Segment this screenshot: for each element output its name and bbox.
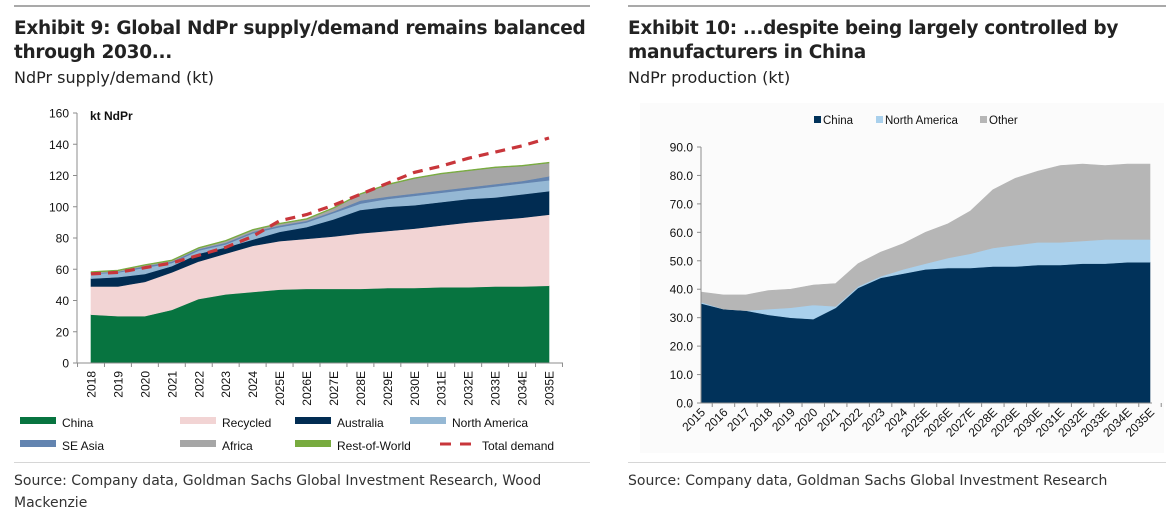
legend-label: North America (452, 416, 528, 430)
y-tick-label: 0 (62, 357, 69, 371)
legend-label: China (62, 416, 94, 430)
y-tick-label: 80.0 (670, 169, 694, 183)
exhibit-9-subtitle: NdPr supply/demand (kt) (14, 68, 215, 87)
legend-swatch-rest-of-world (295, 440, 331, 447)
line-total-demand (90, 136, 550, 276)
y-tick-label: 100 (49, 200, 69, 214)
legend-swatch-north-america (410, 417, 446, 424)
legend-label: Recycled (222, 416, 271, 430)
y-tick-label: 0.0 (676, 397, 693, 411)
bottom-divider (628, 462, 1166, 463)
x-tick-label: 2027E (327, 371, 341, 406)
legend-label: Rest-of-World (337, 439, 411, 453)
exhibit-9-title-line-2: through 2030... (14, 42, 172, 63)
y-tick-label: 40.0 (670, 283, 694, 297)
x-tick-label: 2032E (462, 371, 476, 406)
y-tick-label: 30.0 (670, 311, 694, 325)
legend-item-north-america: North America (410, 416, 528, 430)
legend-item-australia: Australia (295, 416, 384, 430)
x-tick-label: 2020 (138, 371, 152, 398)
legend-swatch-recycled (180, 417, 216, 424)
y-tick-label: 70.0 (670, 197, 694, 211)
y-tick-label: 90.0 (670, 141, 694, 155)
exhibit-9-source: Source: Company data, Goldman Sachs Glob… (14, 473, 542, 511)
exhibit-10-source: Source: Company data, Goldman Sachs Glob… (628, 473, 1108, 489)
y-tick-label: 50.0 (670, 254, 694, 268)
x-tick-label: 2028E (354, 371, 368, 406)
legend-item-china: China (814, 115, 854, 127)
x-tick-label: 2026E (300, 371, 314, 406)
x-tick-label: 2031E (435, 371, 449, 406)
top-divider (628, 5, 1166, 7)
exhibit-10-chart: 0.010.020.030.040.050.060.070.080.090.02… (640, 103, 1164, 453)
legend-swatch-other (980, 116, 987, 123)
exhibit-10-title-line-1: Exhibit 10: ...despite being largely con… (628, 18, 1119, 39)
x-tick-label: 2023 (219, 371, 233, 398)
top-divider (14, 5, 590, 7)
bottom-divider (14, 462, 590, 463)
legend-item-china: China (20, 416, 94, 430)
legend-label: North America (885, 115, 958, 127)
legend-item-other: Other (980, 115, 1018, 127)
y-tick-label: 40 (56, 294, 70, 308)
exhibit-10-title-line-2: manufacturers in China (628, 42, 866, 63)
legend-label: SE Asia (62, 439, 104, 453)
legend-label: Australia (337, 416, 384, 430)
exhibit-9-title: Exhibit 9: Global NdPr supply/demand rem… (14, 17, 586, 65)
y-tick-label: 20.0 (670, 340, 694, 354)
x-tick-label: 2021 (165, 371, 179, 398)
legend-item-rest-of-world: Rest-of-World (295, 439, 411, 453)
legend-swatch-north-america (876, 116, 883, 123)
exhibit-10-title: Exhibit 10: ...despite being largely con… (628, 17, 1118, 65)
x-tick-label: 2033E (489, 371, 503, 406)
legend-swatch-china (814, 116, 821, 123)
y-tick-label: 160 (49, 107, 69, 121)
x-tick-label: 2034E (516, 371, 530, 406)
x-tick-label: 2019 (111, 371, 125, 398)
legend-swatch-se-asia (20, 440, 56, 447)
x-tick-label: 2018 (85, 371, 99, 398)
legend-item-recycled: Recycled (180, 416, 271, 430)
x-tick-label: 2025E (273, 371, 287, 406)
y-tick-label: 60 (56, 263, 70, 277)
legend-item-north-america: North America (876, 115, 958, 127)
x-tick-label: 2024 (246, 371, 260, 398)
x-tick-label: 2022 (192, 371, 206, 398)
y-tick-label: 80 (56, 232, 70, 246)
x-tick-label: 2030E (408, 371, 422, 406)
y-tick-label: 10.0 (670, 368, 694, 382)
legend-item-total-demand: Total demand (440, 439, 554, 453)
y-tick-label: 120 (49, 169, 69, 183)
legend-swatch-china (20, 417, 56, 424)
y-tick-label: 140 (49, 138, 69, 152)
exhibit-10-subtitle: NdPr production (kt) (628, 68, 791, 87)
legend-item-africa: Africa (180, 439, 253, 453)
y-tick-label: 20 (56, 325, 70, 339)
exhibit-9-chart: 0 20 40 60 80 100 120 140 160 2018 2019 2020 2021 202… (20, 107, 563, 453)
legend-label: Africa (222, 439, 253, 453)
x-tick-label: 2035E (543, 371, 557, 406)
y-tick-label: 60.0 (670, 226, 694, 240)
area-rest-of-world (90, 161, 550, 273)
area-other (700, 163, 1151, 311)
unit-label: kt NdPr (90, 109, 133, 123)
x-tick-label: 2029E (381, 371, 395, 406)
legend-label: China (823, 115, 854, 127)
legend-label: Other (989, 115, 1018, 127)
legend-item-se-asia: SE Asia (20, 439, 104, 453)
legend-swatch-africa (180, 440, 216, 447)
legend-swatch-australia (295, 417, 331, 424)
exhibit-9-title-line-1: Exhibit 9: Global NdPr supply/demand rem… (14, 18, 586, 39)
legend-label: Total demand (482, 439, 554, 453)
